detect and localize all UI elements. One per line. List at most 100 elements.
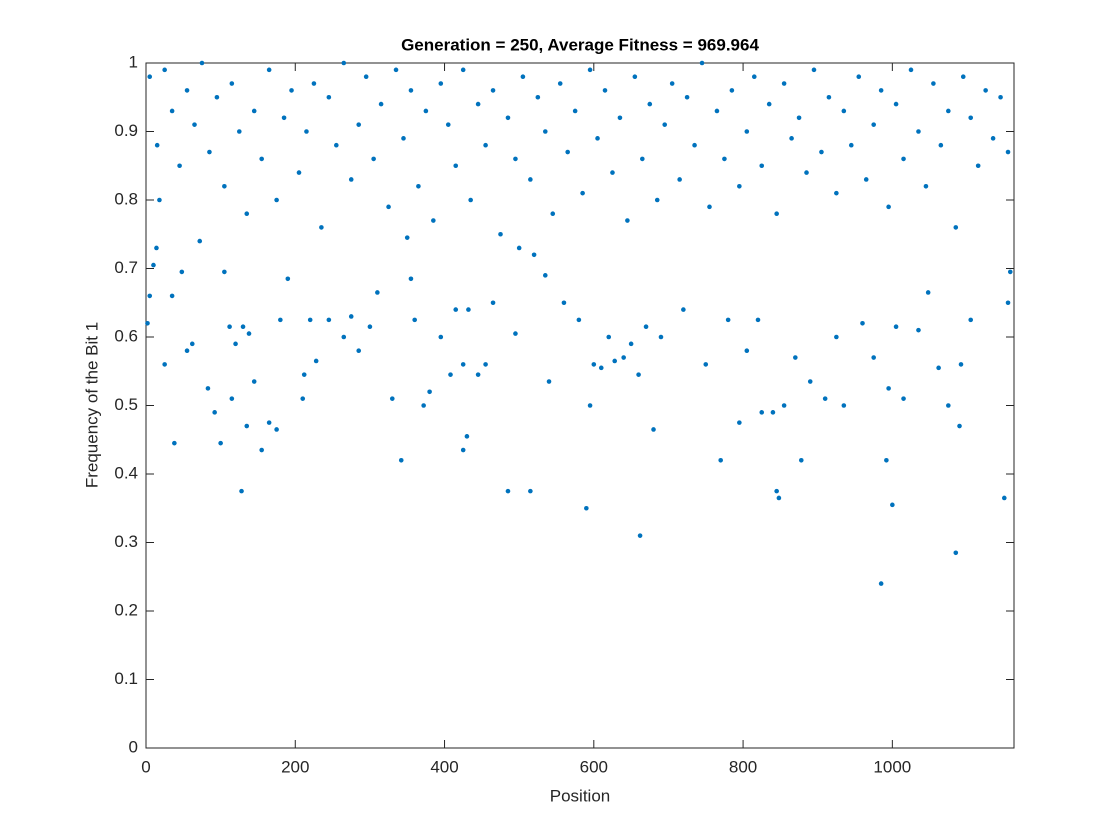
- point: [766, 101, 772, 107]
- point: [860, 321, 865, 326]
- point: [886, 204, 891, 210]
- point: [240, 324, 246, 330]
- point: [561, 300, 567, 306]
- y-tick-label: 0.5: [114, 395, 138, 414]
- y-tick-label: 1: [129, 52, 138, 71]
- point: [460, 362, 466, 367]
- point: [528, 488, 533, 494]
- point: [834, 190, 839, 196]
- point: [363, 74, 369, 79]
- point: [796, 115, 802, 121]
- point: [640, 156, 645, 162]
- point: [157, 197, 162, 203]
- point: [893, 101, 899, 107]
- point: [227, 324, 232, 330]
- point: [197, 238, 203, 244]
- point: [184, 88, 190, 93]
- point: [266, 420, 272, 425]
- point: [319, 225, 324, 230]
- point: [423, 108, 429, 114]
- point: [677, 177, 682, 182]
- point: [162, 362, 167, 367]
- point: [505, 488, 511, 494]
- point: [445, 122, 451, 127]
- point: [658, 334, 664, 340]
- point: [793, 355, 798, 360]
- point: [531, 252, 537, 258]
- point: [755, 317, 761, 323]
- point: [729, 88, 735, 93]
- point: [520, 74, 526, 79]
- point: [871, 355, 876, 360]
- point: [475, 101, 481, 107]
- point: [890, 502, 895, 508]
- point: [162, 67, 167, 73]
- chart-title: Generation = 250, Average Fitness = 969.…: [401, 35, 759, 54]
- point: [1007, 269, 1013, 275]
- point: [448, 372, 453, 377]
- point: [408, 276, 414, 282]
- point: [908, 67, 914, 73]
- point: [975, 163, 981, 169]
- point: [421, 403, 426, 408]
- point: [826, 94, 832, 100]
- point: [229, 396, 235, 401]
- point: [998, 94, 1003, 100]
- point: [528, 177, 533, 182]
- point: [625, 218, 630, 223]
- point: [214, 94, 220, 100]
- point: [378, 101, 384, 107]
- point: [408, 88, 414, 93]
- point: [498, 231, 503, 237]
- point: [654, 197, 660, 203]
- point: [266, 67, 272, 73]
- point: [811, 67, 817, 73]
- point: [595, 136, 600, 141]
- point: [460, 447, 466, 453]
- point: [199, 60, 205, 66]
- point: [431, 218, 436, 223]
- point: [464, 434, 470, 439]
- point: [703, 362, 709, 367]
- point: [612, 358, 618, 364]
- point: [147, 293, 153, 299]
- point: [863, 177, 869, 182]
- point: [878, 88, 884, 93]
- point: [744, 129, 750, 134]
- point: [957, 423, 962, 429]
- point: [404, 235, 410, 240]
- point: [490, 88, 496, 93]
- point: [968, 317, 974, 323]
- point: [770, 410, 776, 415]
- point: [610, 170, 615, 175]
- point: [475, 372, 481, 377]
- point: [960, 74, 966, 79]
- point: [707, 204, 712, 210]
- point: [371, 156, 376, 162]
- point: [313, 358, 319, 364]
- point: [278, 317, 283, 323]
- point: [841, 403, 847, 408]
- point: [936, 365, 941, 371]
- point: [326, 317, 332, 323]
- point: [916, 129, 921, 134]
- point: [169, 293, 175, 299]
- point: [326, 94, 332, 100]
- point: [438, 334, 444, 340]
- point: [751, 74, 757, 79]
- point: [154, 142, 160, 148]
- x-tick-label: 1000: [873, 757, 911, 776]
- point: [401, 136, 406, 141]
- point: [184, 348, 190, 354]
- point: [468, 197, 473, 203]
- point: [1005, 149, 1011, 155]
- point: [546, 379, 552, 384]
- y-axis-label: Frequency of the Bit 1: [82, 322, 101, 488]
- point: [684, 94, 690, 100]
- point: [718, 458, 723, 463]
- point: [651, 427, 656, 432]
- point: [483, 362, 488, 367]
- point: [759, 163, 765, 169]
- point: [871, 122, 876, 127]
- point: [834, 334, 839, 340]
